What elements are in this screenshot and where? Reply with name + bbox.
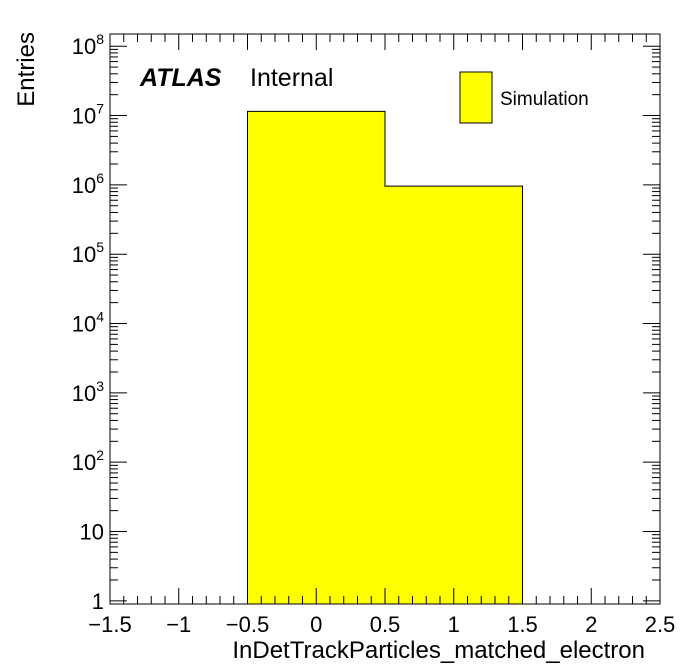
y-tick-label: 108: [72, 31, 104, 59]
y-tick-label: 102: [72, 447, 104, 475]
legend-swatch: [459, 71, 493, 124]
y-tick-label: 106: [72, 170, 104, 198]
internal-label: Internal: [250, 64, 333, 92]
y-tick-label: 1: [92, 589, 104, 614]
x-tick-label: −0.5: [226, 612, 269, 637]
y-axis-title: Entries: [13, 32, 40, 107]
y-tick-labels: 1 10 102 103 104 105 106 107 108: [72, 31, 104, 614]
x-tick-label: 2: [585, 612, 597, 637]
legend: Simulation: [459, 71, 589, 124]
x-tick-label: 1: [448, 612, 460, 637]
y-tick-label: 104: [72, 309, 104, 337]
y-tick-label: 103: [72, 378, 104, 406]
histogram-outline: [247, 110, 523, 604]
y-tick-label: 10: [80, 520, 104, 545]
legend-label: Simulation: [500, 89, 589, 110]
x-tick-label: 1.5: [507, 612, 538, 637]
x-tick-label: −1.5: [88, 612, 131, 637]
x-tick-label: 2.5: [645, 612, 676, 637]
x-tick-label: −1: [166, 612, 191, 637]
x-tick-labels: −1.5 −1 −0.5 0 0.5 1 1.5 2 2.5: [88, 612, 675, 637]
y-tick-label: 105: [72, 239, 104, 267]
histogram-bin-0: [247, 111, 385, 605]
histogram-bin-1: [385, 186, 523, 605]
plot-frame: [109, 33, 661, 605]
minor-ticks: [110, 34, 660, 605]
x-axis-title: InDetTrackParticles_matched_electron: [232, 637, 645, 664]
atlas-label: ATLAS: [139, 64, 222, 92]
y-tick-label: 107: [72, 101, 104, 129]
histogram-bins: [247, 110, 523, 605]
x-tick-label: 0: [310, 612, 322, 637]
x-tick-label: 0.5: [370, 612, 401, 637]
